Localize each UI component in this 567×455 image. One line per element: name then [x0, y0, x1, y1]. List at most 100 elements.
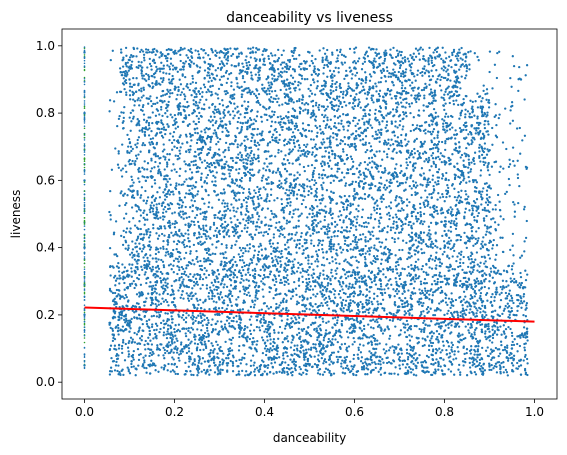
scatter-point	[239, 121, 242, 124]
scatter-point	[287, 233, 290, 236]
scatter-point	[451, 213, 455, 217]
scatter-point	[267, 81, 270, 84]
scatter-point	[470, 285, 473, 288]
scatter-point	[311, 276, 315, 279]
scatter-point	[203, 215, 206, 218]
scatter-point	[357, 271, 361, 274]
scatter-point	[425, 263, 428, 266]
scatter-point	[476, 309, 479, 312]
scatter-point	[198, 111, 201, 115]
scatter-point	[377, 370, 380, 373]
scatter-point	[192, 280, 196, 284]
scatter-point	[140, 186, 144, 189]
scatter-point	[426, 234, 429, 237]
scatter-point	[396, 180, 399, 183]
scatter-point	[311, 232, 315, 235]
scatter-point	[187, 148, 190, 152]
scatter-point	[376, 258, 379, 261]
scatter-point	[458, 252, 461, 255]
scatter-point	[460, 75, 463, 78]
scatter-point	[510, 101, 514, 104]
scatter-point	[117, 166, 120, 169]
scatter-point	[506, 294, 509, 298]
scatter-point	[348, 101, 351, 105]
scatter-point	[439, 247, 442, 250]
scatter-point	[181, 201, 185, 204]
scatter-point	[226, 77, 230, 80]
scatter-point	[283, 144, 286, 147]
scatter-point	[437, 192, 440, 195]
scatter-point	[374, 283, 378, 286]
scatter-point	[178, 235, 181, 238]
scatter-point	[117, 315, 120, 318]
scatter-point	[306, 77, 309, 81]
scatter-point	[448, 163, 451, 166]
scatter-point	[215, 74, 219, 77]
scatter-point	[445, 195, 448, 199]
scatter-point	[174, 345, 177, 348]
scatter-point	[293, 280, 296, 284]
scatter-point	[344, 292, 347, 295]
scatter-point	[145, 371, 148, 374]
scatter-point	[209, 85, 212, 88]
scatter-point	[500, 333, 503, 336]
scatter-point	[162, 334, 165, 337]
scatter-point	[315, 87, 318, 90]
scatter-point	[137, 364, 140, 367]
scatter-point	[458, 68, 461, 71]
scatter-point	[313, 215, 316, 218]
scatter-point	[450, 90, 453, 93]
scatter-point	[146, 342, 149, 345]
scatter-point	[219, 371, 222, 374]
scatter-point	[148, 62, 152, 66]
scatter-point	[163, 348, 166, 352]
scatter-point	[355, 221, 359, 224]
scatter-point	[123, 87, 126, 91]
scatter-point	[315, 327, 318, 330]
scatter-point	[122, 229, 125, 233]
scatter-point	[306, 178, 309, 181]
scatter-point	[142, 356, 145, 359]
scatter-point	[447, 326, 450, 330]
scatter-point	[212, 132, 215, 135]
scatter-point	[424, 59, 427, 62]
scatter-point	[413, 253, 417, 256]
scatter-point	[220, 83, 224, 87]
scatter-point	[480, 146, 484, 149]
scatter-point	[338, 355, 341, 359]
scatter-point	[490, 295, 493, 299]
scatter-point	[224, 220, 227, 224]
scatter-point	[367, 240, 370, 243]
scatter-point	[124, 321, 127, 324]
scatter-point	[411, 123, 414, 127]
scatter-point	[353, 286, 356, 290]
scatter-point	[261, 351, 265, 355]
scatter-point	[152, 72, 156, 76]
scatter-point	[274, 264, 277, 268]
scatter-point	[312, 244, 316, 248]
scatter-point	[202, 257, 206, 260]
scatter-point	[479, 311, 482, 314]
scatter-point	[117, 261, 120, 265]
scatter-point	[464, 56, 468, 59]
scatter-point	[213, 129, 216, 132]
scatter-point	[437, 325, 441, 328]
scatter-point	[260, 231, 263, 234]
scatter-point	[333, 235, 336, 238]
scatter-point	[434, 163, 438, 167]
scatter-point	[287, 263, 290, 267]
scatter-point	[135, 157, 139, 160]
scatter-point	[293, 174, 296, 177]
scatter-point	[484, 311, 487, 314]
scatter-point	[321, 160, 324, 163]
scatter-point	[270, 362, 273, 365]
scatter-point	[158, 67, 161, 70]
scatter-point	[283, 92, 286, 95]
scatter-point	[193, 273, 196, 276]
scatter-point	[276, 77, 279, 81]
scatter-point	[362, 56, 365, 59]
scatter-point	[223, 155, 226, 159]
scatter-point	[324, 329, 328, 332]
scatter-point	[418, 124, 422, 128]
scatter-point	[522, 208, 526, 211]
